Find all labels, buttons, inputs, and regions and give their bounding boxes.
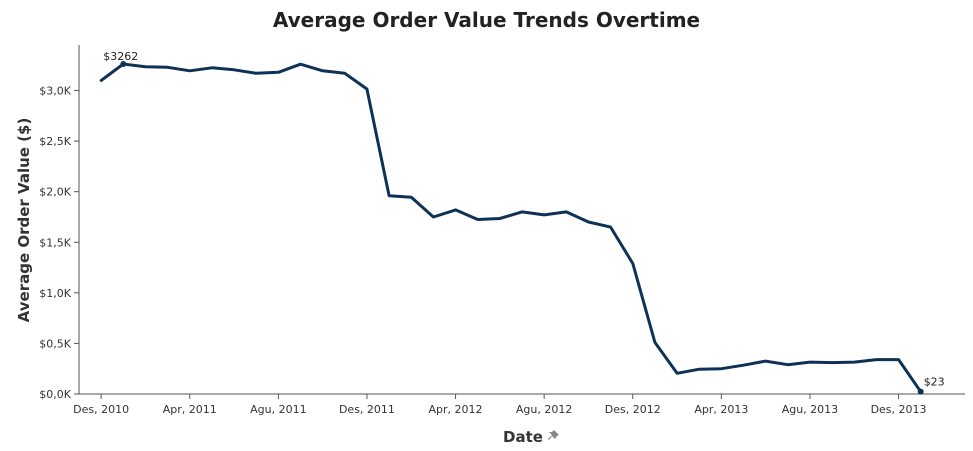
pin-icon[interactable]: [548, 430, 559, 440]
x-tick-label: Des, 2012: [605, 403, 661, 416]
y-axis: $0,0K $0,5K $1,0K $1,5K $2,0K $2,5K $3,0K: [39, 45, 80, 401]
x-tick-label: Des, 2011: [339, 403, 395, 416]
y-tick-label: $1,5K: [39, 236, 71, 249]
y-tick-label: $2,5K: [39, 135, 71, 148]
data-label: $23: [924, 376, 945, 389]
series-layer: [99, 62, 923, 394]
chart-title: Average Order Value Trends Overtime: [272, 8, 701, 32]
x-tick-label: Agu, 2011: [250, 403, 306, 416]
data-label: $3262: [103, 50, 138, 63]
x-tick-label: Des, 2013: [871, 403, 927, 416]
y-tick-label: $1,0K: [39, 287, 71, 300]
y-tick-label: $2,0K: [39, 186, 71, 199]
annotation-layer: $3262 $23: [103, 50, 945, 395]
x-tick-label: Apr, 2011: [163, 403, 217, 416]
y-tick-label: $0,0K: [39, 388, 71, 401]
x-tick-label: Des, 2010: [73, 403, 129, 416]
y-tick-label: $3,0K: [39, 85, 71, 98]
series-line: [99, 62, 923, 394]
x-tick-label: Agu, 2013: [782, 403, 838, 416]
x-tick-label: Apr, 2012: [429, 403, 483, 416]
data-point-marker: [917, 388, 924, 395]
y-tick-label: $0,5K: [39, 337, 71, 350]
x-tick-label: Agu, 2012: [516, 403, 572, 416]
x-axis-title: Date: [503, 428, 543, 446]
y-axis-title: Average Order Value ($): [15, 118, 33, 323]
data-point-marker: [120, 61, 127, 68]
x-tick-label: Apr, 2013: [694, 403, 748, 416]
x-axis: Des, 2010 Apr, 2011 Agu, 2011 Des, 2011 Apr,…: [73, 393, 965, 416]
